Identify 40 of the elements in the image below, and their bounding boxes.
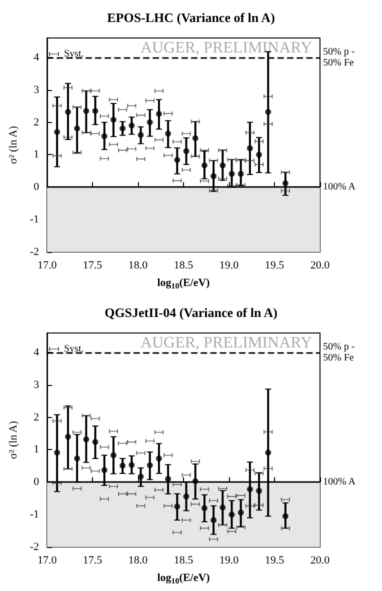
x-tick-label: 18.5 (174, 554, 194, 566)
ref-line-label: 100% A (323, 182, 356, 193)
y-tick-label: -1 (30, 508, 40, 521)
ref-line-label: 50% p - 50% Fe (323, 341, 358, 364)
x-tick-label: 19.0 (219, 554, 240, 566)
y-axis-title: σ² (ln A) (8, 420, 20, 459)
y-tick-label: -2 (30, 246, 40, 258)
annotation: AUGER, PRELIMINARY (140, 40, 312, 56)
legend-label: Syst. (64, 344, 84, 354)
x-tick-label: 17.5 (82, 554, 103, 566)
y-tick-label: 3 (34, 378, 40, 391)
y-tick-label: 1 (34, 148, 40, 161)
annotation: AUGER, PRELIMINARY (140, 334, 312, 352)
y-tick-label: 1 (34, 444, 40, 456)
y-tick-label: -2 (30, 541, 40, 553)
x-tick-label: 19.5 (264, 260, 285, 272)
ref-line-label: 50% p - 50% Fe (323, 46, 358, 68)
y-axis-title: σ² (ln A) (8, 126, 20, 164)
x-tick-label: 19.5 (264, 554, 285, 566)
y-tick-label: -1 (30, 214, 40, 226)
y-tick-label: 4 (34, 51, 40, 64)
x-tick-label: 19.0 (219, 260, 240, 272)
chart-title: QGSJetII-04 (Variance of ln A) (104, 305, 278, 320)
x-tick-label: 18.0 (128, 260, 148, 272)
x-tick-label: 20.0 (310, 554, 330, 566)
x-tick-label: 17.0 (37, 260, 58, 272)
x-tick-label: 18.5 (174, 260, 194, 272)
y-tick-label: 2 (34, 411, 40, 424)
y-tick-label: 3 (34, 84, 40, 96)
legend-label: Syst. (64, 48, 84, 60)
x-tick-label: 18.0 (128, 554, 148, 566)
y-tick-label: 2 (34, 116, 40, 128)
chart-title: EPOS-LHC (Variance of ln A) (107, 10, 275, 25)
x-tick-label: 17.0 (37, 554, 58, 566)
x-tick-label: 20.0 (310, 260, 330, 272)
x-tick-label: 17.5 (82, 260, 103, 272)
y-tick-label: 0 (34, 476, 40, 488)
ref-line-label: 100% A (323, 476, 356, 488)
y-tick-label: 4 (34, 346, 40, 358)
y-tick-label: 0 (34, 181, 40, 194)
